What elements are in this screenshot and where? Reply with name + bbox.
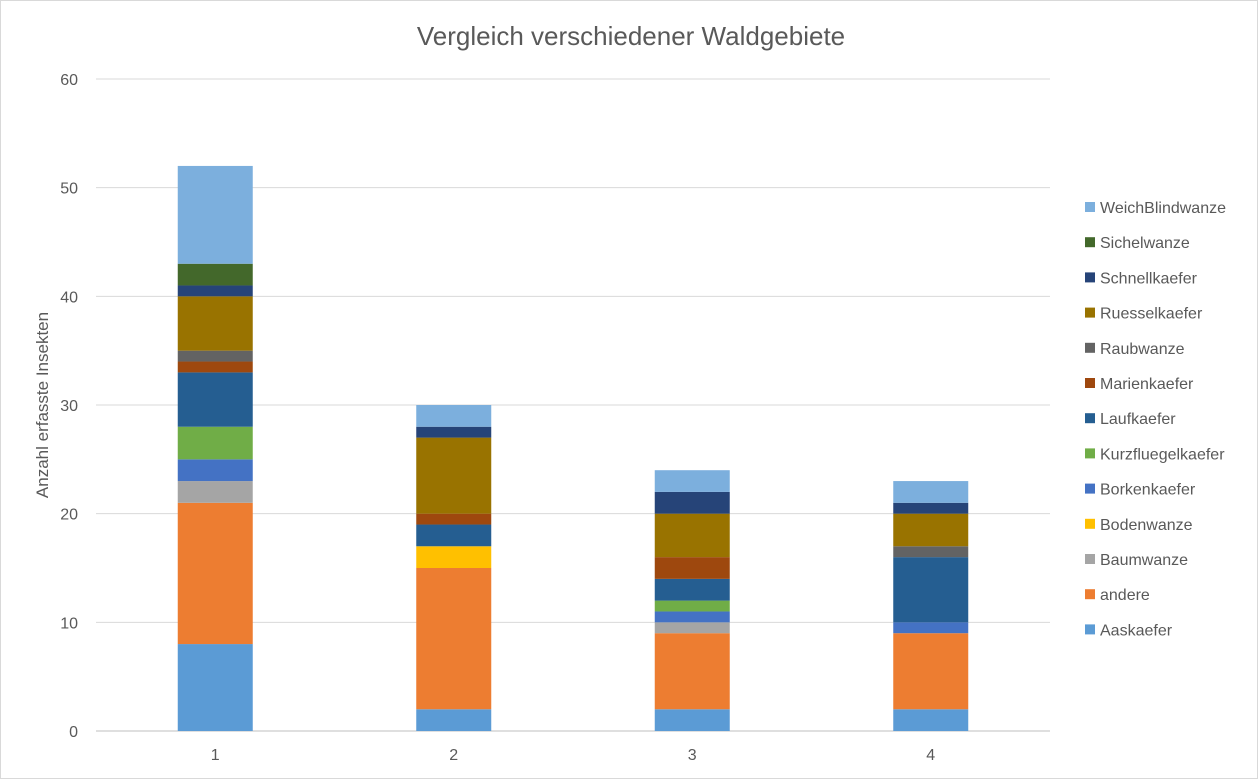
legend-swatch <box>1085 554 1095 564</box>
legend-swatch <box>1085 483 1095 494</box>
bar-segment-aaskaefer <box>654 709 730 731</box>
legend-swatch <box>1085 378 1095 388</box>
legend-label: Marienkaefer <box>1100 376 1194 393</box>
y-axis-title: Anzahl erfasste Insekten <box>33 312 52 498</box>
chart-title: Vergleich verschiedener Waldgebiete <box>416 21 846 51</box>
legend-label: Baumwanze <box>1100 552 1188 569</box>
legend-label: WeichBlindwanze <box>1100 200 1226 217</box>
bar-segment-aaskaefer <box>177 644 253 731</box>
bar-segment-ruesselkaefer <box>177 296 253 351</box>
legend-swatch <box>1085 202 1095 212</box>
legend-label: Laufkaefer <box>1100 411 1176 428</box>
legend-swatch <box>1085 413 1095 424</box>
y-tick-label: 40 <box>60 289 78 306</box>
legend-label: Borkenkaefer <box>1100 482 1196 499</box>
legend-swatch <box>1085 307 1095 318</box>
bar-segment-weichblindwanze <box>654 470 730 492</box>
bar-segment-borkenkaefer <box>893 622 969 634</box>
bar-segment-andere <box>416 568 492 710</box>
bar-segment-aaskaefer <box>416 709 492 731</box>
bar-segment-laufkaefer <box>177 372 253 427</box>
bar-segment-aaskaefer <box>893 709 969 731</box>
bar-segment-schnellkaefer <box>654 491 730 514</box>
bar-segment-andere <box>177 502 253 645</box>
bar-segment-weichblindwanze <box>177 165 253 264</box>
bar-segment-marienkaefer <box>416 513 492 525</box>
legend-label: Kurzfluegelkaefer <box>1100 446 1225 463</box>
x-tick-label: 4 <box>926 747 935 764</box>
bar-segment-kurzfluegelkaefer <box>654 600 730 612</box>
legend-swatch <box>1085 518 1095 529</box>
y-tick-label: 50 <box>60 181 78 198</box>
y-tick-label: 0 <box>69 724 78 741</box>
bar-segment-bodenwanze <box>416 546 492 568</box>
legend-swatch <box>1085 237 1095 248</box>
legend-label: Bodenwanze <box>1100 517 1193 534</box>
bar-segment-laufkaefer <box>893 557 969 623</box>
bar-segment-ruesselkaefer <box>654 513 730 558</box>
bar-segment-ruesselkaefer <box>416 437 492 514</box>
y-tick-label: 60 <box>60 72 78 89</box>
bar-segment-kurzfluegelkaefer <box>177 426 253 460</box>
y-tick-label: 20 <box>60 507 78 524</box>
bar-segment-laufkaefer <box>416 524 492 547</box>
legend-label: Ruesselkaefer <box>1100 306 1203 323</box>
bar-segment-raubwanze <box>177 350 253 362</box>
bar-segment-raubwanze <box>893 546 969 558</box>
y-tick-label: 30 <box>60 398 78 415</box>
bar-segment-weichblindwanze <box>416 405 492 427</box>
legend-swatch <box>1085 448 1095 459</box>
legend-label: Schnellkaefer <box>1100 270 1198 287</box>
x-tick-label: 2 <box>449 747 458 764</box>
bar-segment-ruesselkaefer <box>893 513 969 547</box>
bar-segment-marienkaefer <box>654 557 730 579</box>
x-tick-label: 1 <box>211 747 220 764</box>
legend-label: Aaskaefer <box>1100 622 1173 639</box>
y-tick-label: 10 <box>60 615 78 632</box>
bar-segment-andere <box>893 633 969 710</box>
legend-swatch <box>1085 342 1095 353</box>
legend-swatch <box>1085 624 1095 635</box>
bar-segment-schnellkaefer <box>416 426 492 438</box>
legend-swatch <box>1085 589 1095 600</box>
legend-swatch <box>1085 272 1095 283</box>
legend-label: andere <box>1100 587 1150 604</box>
x-tick-label: 3 <box>688 747 697 764</box>
legend-label: Sichelwanze <box>1100 235 1190 252</box>
bar-segment-baumwanze <box>177 481 253 503</box>
bar-segment-sichelwanze <box>177 263 253 286</box>
legend-label: Raubwanze <box>1100 341 1185 358</box>
bar-segment-schnellkaefer <box>893 502 969 514</box>
bar-segment-marienkaefer <box>177 361 253 373</box>
bar-segment-schnellkaefer <box>177 285 253 297</box>
bar-segment-weichblindwanze <box>893 481 969 503</box>
bar-segment-borkenkaefer <box>177 459 253 482</box>
bar-segment-baumwanze <box>654 622 730 634</box>
bar-segment-andere <box>654 633 730 710</box>
bar-segment-borkenkaefer <box>654 611 730 623</box>
bar-segment-laufkaefer <box>654 578 730 601</box>
